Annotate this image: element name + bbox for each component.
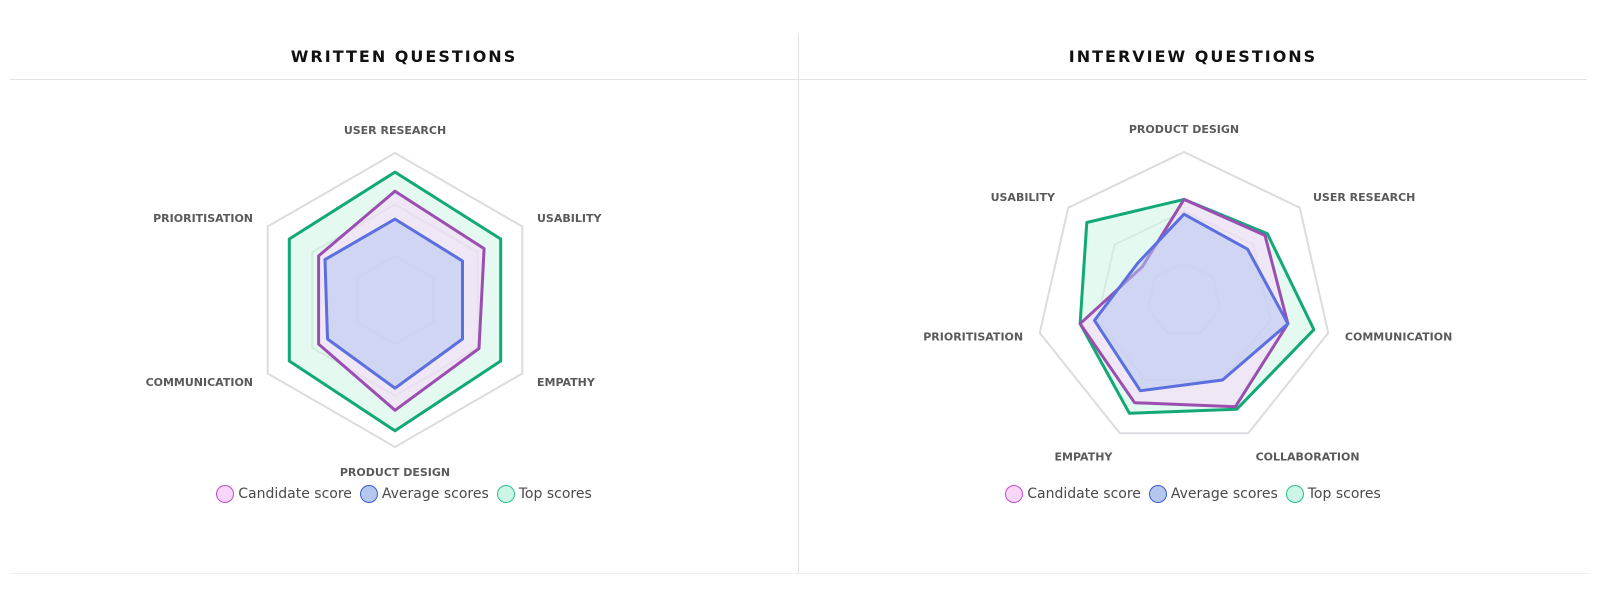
legend-label: Average scores <box>1170 486 1278 502</box>
written-questions-panel: WRITTEN QUESTIONS USER RESEARCH USABILITY… <box>10 34 798 574</box>
top-swatch <box>496 485 515 503</box>
axis-label: EMPATHY <box>537 376 596 389</box>
legend-item-average[interactable]: Average scores <box>1148 485 1278 503</box>
series-average-area <box>1093 212 1290 393</box>
top-swatch <box>1285 485 1304 503</box>
axis-label: USER RESEARCH <box>344 124 446 137</box>
legend-item-candidate[interactable]: Candidate score <box>1005 485 1141 503</box>
legend-label: Candidate score <box>238 486 352 502</box>
legend-label: Top scores <box>1307 486 1381 502</box>
panel-header: INTERVIEW QUESTIONS <box>799 34 1587 80</box>
axis-label: EMPATHY <box>1055 451 1114 464</box>
candidate-swatch <box>1005 485 1024 503</box>
legend-item-top[interactable]: Top scores <box>496 485 592 503</box>
axis-label: PRODUCT DESIGN <box>1129 123 1239 136</box>
panel-header: WRITTEN QUESTIONS <box>10 34 798 80</box>
interview-questions-panel: INTERVIEW QUESTIONS PRODUCT DESIGN USER R… <box>799 34 1587 574</box>
dashboard: WRITTEN QUESTIONS USER RESEARCH USABILITY… <box>10 34 1590 574</box>
candidate-swatch <box>216 485 235 503</box>
axis-label: PRIORITISATION <box>153 212 253 225</box>
panel-title: WRITTEN QUESTIONS <box>290 47 518 66</box>
grid-ring-3 <box>1038 150 1330 435</box>
axis-label: COMMUNICATION <box>146 376 253 389</box>
grid-ring-3 <box>266 151 524 449</box>
axis-label: PRIORITISATION <box>923 331 1023 344</box>
bottom-border <box>10 573 1590 574</box>
legend-label: Average scores <box>381 486 489 502</box>
axis-label: USABILITY <box>537 212 602 225</box>
interview-radar-chart: PRODUCT DESIGN USER RESEARCH COMMUNICATION… <box>923 123 1452 464</box>
axis-label: COLLABORATION <box>1256 451 1360 464</box>
chart-legend: Candidate score Average scores Top score… <box>799 482 1587 506</box>
axis-label: USER RESEARCH <box>1313 191 1415 204</box>
panel-title: INTERVIEW QUESTIONS <box>1068 47 1318 66</box>
legend-item-candidate[interactable]: Candidate score <box>216 485 352 503</box>
axis-label: USABILITY <box>991 191 1056 204</box>
series-average-area <box>323 217 464 390</box>
legend-item-average[interactable]: Average scores <box>359 485 489 503</box>
legend-item-top[interactable]: Top scores <box>1285 485 1381 503</box>
legend-label: Top scores <box>518 486 592 502</box>
chart-legend: Candidate score Average scores Top score… <box>10 482 798 506</box>
average-swatch <box>359 485 378 503</box>
axis-label: COMMUNICATION <box>1345 331 1452 344</box>
legend-label: Candidate score <box>1027 486 1141 502</box>
average-swatch <box>1148 485 1167 503</box>
panel-divider <box>798 34 799 574</box>
axis-label: PRODUCT DESIGN <box>340 466 450 479</box>
written-radar-chart: USER RESEARCH USABILITY EMPATHY PRODUCT DES… <box>146 124 603 479</box>
